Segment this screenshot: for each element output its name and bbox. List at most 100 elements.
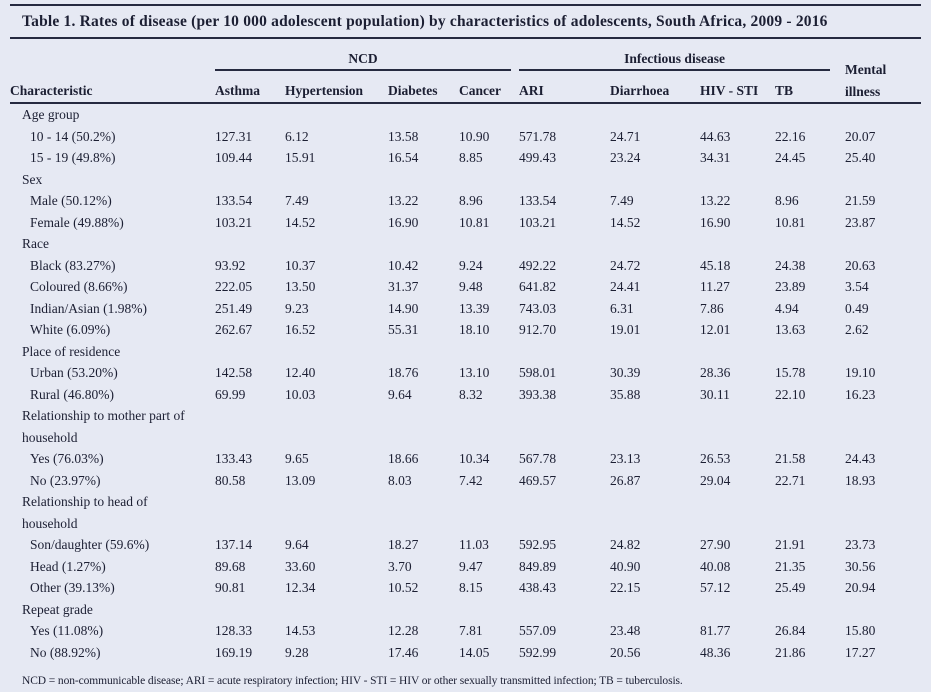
rate-value: 18.10 (459, 322, 490, 337)
column-header-hiv-sti: HIV - STI (700, 71, 775, 104)
rate-value: 9.64 (388, 386, 412, 402)
rate-value: 103.21 (215, 214, 253, 230)
rate-value: 7.49 (285, 193, 309, 208)
section-row: Sex (10, 169, 921, 191)
rate-value: 137.14 (215, 537, 253, 552)
rate-value: 14.53 (285, 623, 316, 638)
section-label: Relationship to mother part of household (22, 408, 185, 445)
rate-value: 48.36 (700, 644, 731, 660)
rate-value: 30.39 (610, 365, 641, 380)
rate-value: 469.57 (519, 472, 557, 488)
rate-value: 16.90 (388, 214, 419, 230)
column-header-mental-illness: Mental illness (845, 41, 921, 104)
row-characteristic: 10 - 14 (50.2%) (30, 128, 116, 144)
rate-value: 7.49 (610, 193, 634, 208)
row-characteristic: Head (1.27%) (30, 558, 106, 574)
rate-value: 22.15 (610, 580, 641, 595)
rate-value: 35.88 (610, 386, 641, 402)
rate-value: 9.23 (285, 300, 309, 316)
rate-value: 571.78 (519, 128, 557, 144)
rate-value: 7.86 (700, 300, 724, 316)
section-cell: Race (10, 233, 921, 255)
table-row: No (23.97%) 80.58 13.09 8.03 7.42 469.57 26.87… (10, 470, 921, 492)
table-body: Age group 10 - 14 (50.2%) 127.31 6.12 13.58 1… (10, 103, 921, 663)
rate-value: 16.52 (285, 322, 316, 337)
row-characteristic: Son/daughter (59.6%) (30, 537, 150, 552)
rate-value: 21.35 (775, 558, 806, 574)
rate-value: 567.78 (519, 451, 557, 466)
rate-value: 15.78 (775, 365, 806, 380)
rate-value: 6.31 (610, 300, 634, 316)
rate-value: 69.99 (215, 386, 246, 402)
section-cell: Relationship to mother part of household (10, 405, 921, 448)
row-characteristic: Coloured (8.66%) (30, 279, 128, 294)
rate-value: 13.10 (459, 365, 490, 380)
rate-value: 128.33 (215, 623, 253, 638)
rate-value: 23.48 (610, 623, 641, 638)
section-row: Place of residence (10, 341, 921, 363)
rate-value: 133.54 (215, 193, 253, 208)
rate-value: 21.59 (845, 193, 876, 208)
rate-value: 25.40 (845, 150, 876, 165)
rate-value: 29.04 (700, 472, 731, 488)
rate-value: 133.54 (519, 193, 557, 208)
rate-value: 30.11 (700, 386, 730, 402)
rate-value: 34.31 (700, 150, 731, 165)
rate-value: 10.34 (459, 451, 490, 466)
rate-value: 26.84 (775, 623, 806, 638)
section-label: Age group (22, 107, 80, 122)
rate-value: 10.42 (388, 257, 419, 273)
rate-value: 89.68 (215, 558, 246, 574)
rate-value: 10.81 (775, 214, 806, 230)
column-header-characteristic: Characteristic (10, 71, 215, 104)
rate-value: 109.44 (215, 150, 253, 165)
rate-value: 13.50 (285, 279, 316, 294)
rate-value: 9.28 (285, 644, 309, 660)
column-group-ncd-label: NCD (215, 50, 511, 71)
rate-value: 24.71 (610, 128, 641, 144)
rate-value: 45.18 (700, 257, 731, 273)
rate-value: 20.07 (845, 128, 876, 144)
column-group-infectious-disease-label: Infectious disease (519, 50, 830, 71)
column-header-tb: TB (775, 71, 845, 104)
section-label: Relationship to head of household (22, 494, 148, 531)
rate-value: 23.87 (845, 214, 876, 230)
row-characteristic: Urban (53.20%) (30, 365, 118, 380)
rate-value: 8.96 (459, 193, 483, 208)
rate-value: 44.63 (700, 128, 731, 144)
row-characteristic: No (88.92%) (30, 644, 101, 660)
rate-value: 16.54 (388, 150, 419, 165)
rate-value: 492.22 (519, 257, 557, 273)
rate-value: 13.22 (388, 193, 419, 208)
column-group-infectious-disease: Infectious disease (519, 41, 845, 71)
rate-value: 24.82 (610, 537, 641, 552)
table-row: Yes (11.08%) 128.33 14.53 12.28 7.81 557.09 23… (10, 620, 921, 642)
rate-value: 57.12 (700, 580, 731, 595)
rate-value: 14.05 (459, 644, 490, 660)
row-characteristic: White (6.09%) (30, 322, 111, 337)
rate-value: 8.03 (388, 472, 412, 488)
rate-value: 12.28 (388, 623, 419, 638)
rate-value: 31.37 (388, 279, 419, 294)
row-characteristic: Black (83.27%) (30, 257, 116, 273)
rate-value: 12.34 (285, 580, 316, 595)
rate-value: 16.90 (700, 214, 731, 230)
rate-value: 499.43 (519, 150, 557, 165)
row-characteristic: Male (50.12%) (30, 193, 112, 208)
table-row: White (6.09%) 262.67 16.52 55.31 18.10 912.70… (10, 319, 921, 341)
rate-value: 22.16 (775, 128, 806, 144)
rate-value: 30.56 (845, 558, 876, 574)
row-characteristic: Indian/Asian (1.98%) (30, 300, 147, 316)
rate-value: 18.66 (388, 451, 419, 466)
rate-value: 592.95 (519, 537, 557, 552)
table-footnote: NCD = non-communicable disease; ARI = ac… (22, 675, 683, 687)
rate-value: 21.86 (775, 644, 806, 660)
rate-value: 24.38 (775, 257, 806, 273)
rate-value: 912.70 (519, 322, 557, 337)
rate-value: 19.10 (845, 365, 876, 380)
rate-value: 22.10 (775, 386, 806, 402)
top-rule (10, 4, 921, 6)
table-row: Urban (53.20%) 142.58 12.40 18.76 13.10 598.0… (10, 362, 921, 384)
section-label: Race (22, 236, 49, 251)
rate-value: 11.27 (700, 279, 730, 294)
